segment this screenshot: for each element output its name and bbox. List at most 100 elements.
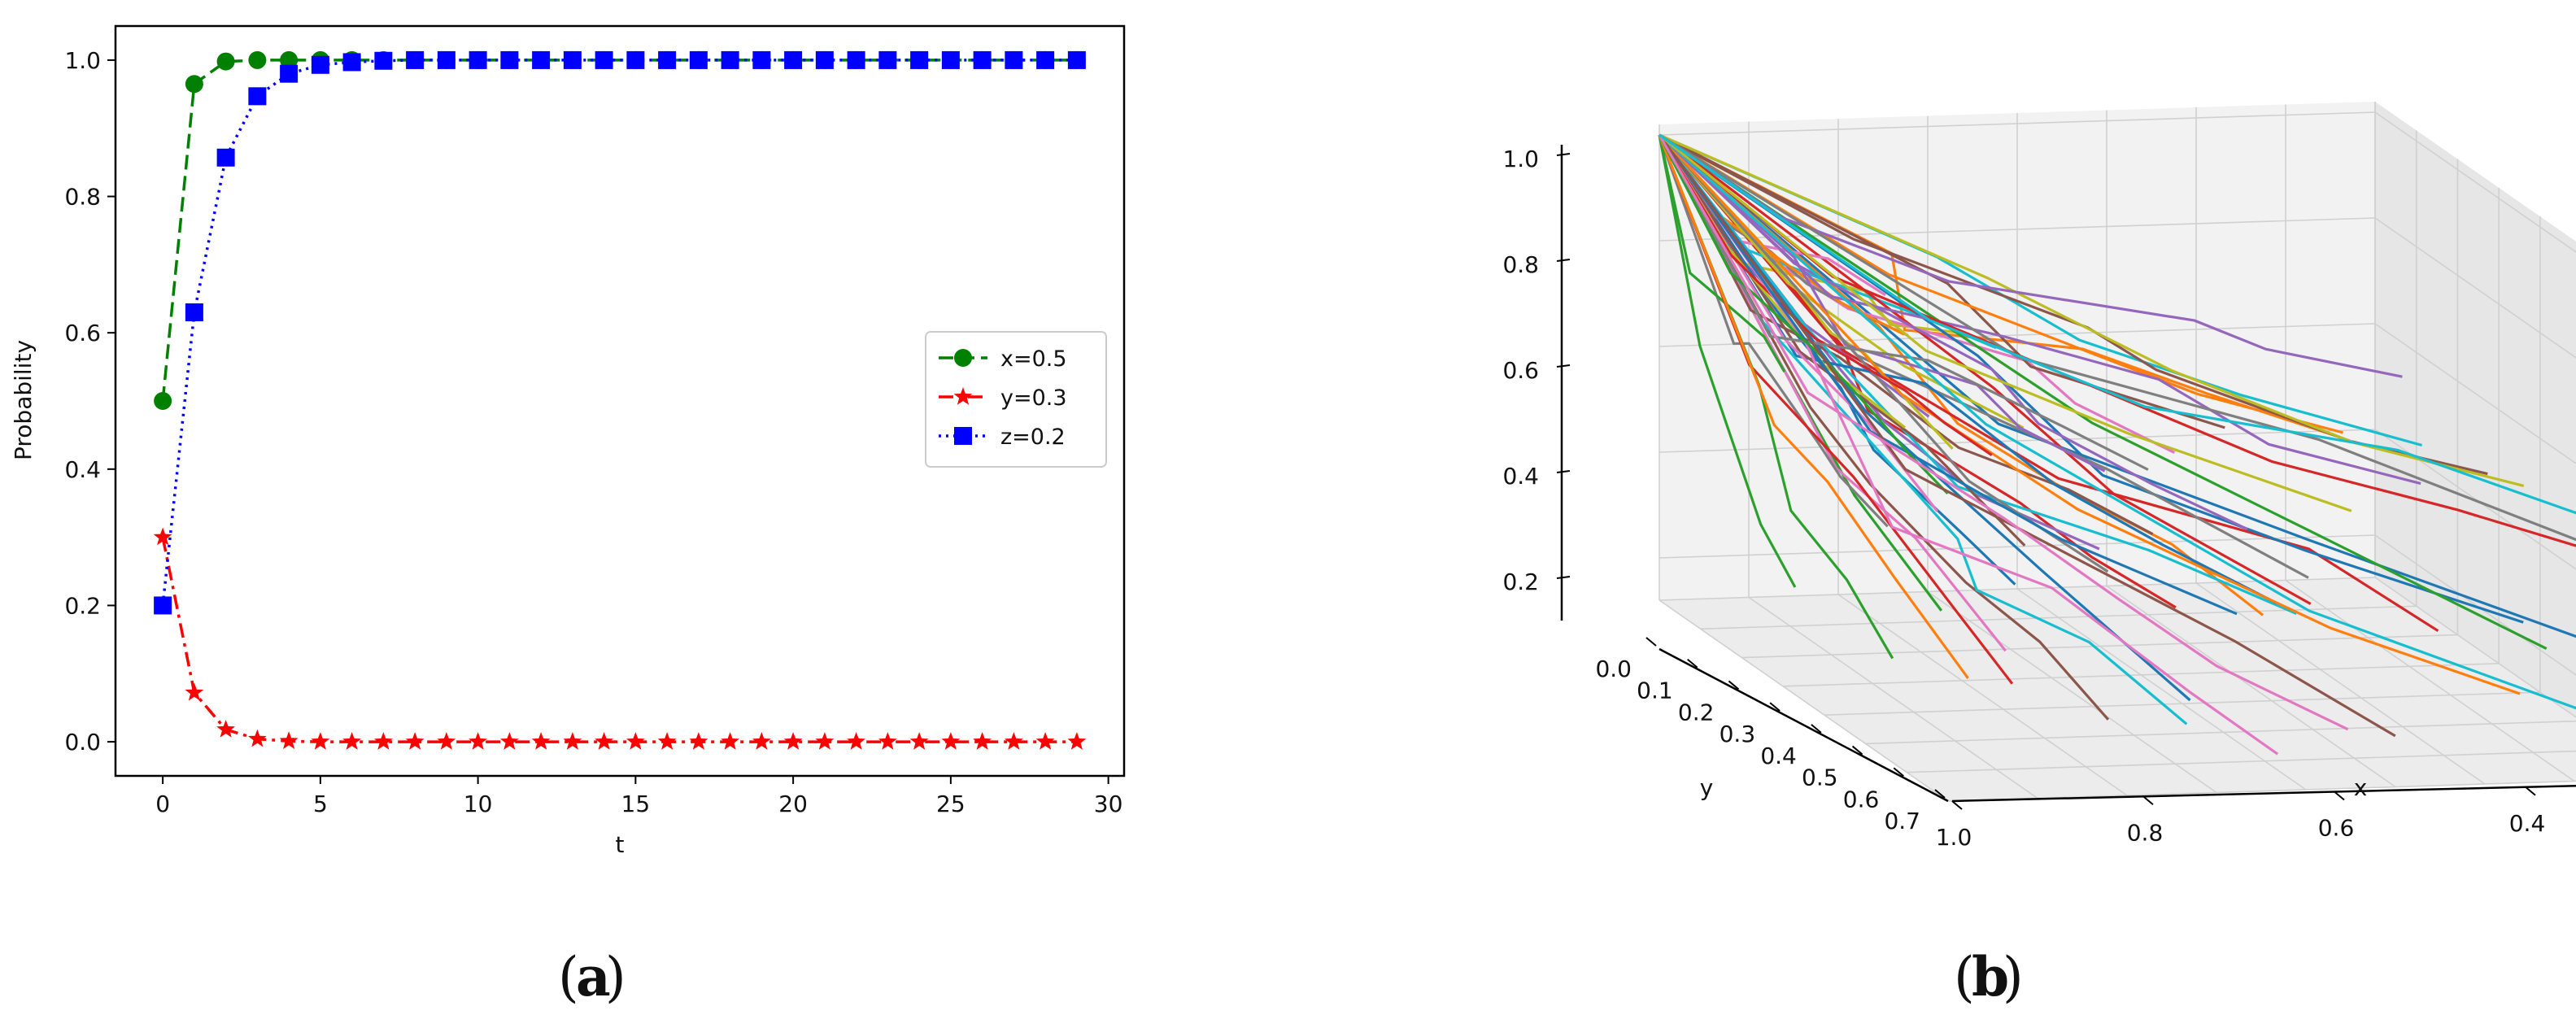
trajectory-line	[1658, 134, 2026, 547]
trajectory-line	[1658, 133, 2548, 651]
data-point-circle	[280, 50, 299, 69]
y-tick-mark	[1769, 702, 1781, 712]
x-tick-label: 0.6	[2318, 815, 2355, 842]
data-point-star	[563, 732, 582, 750]
data-point-square	[954, 427, 972, 445]
y-tick-label: 0.6	[64, 320, 101, 346]
grid-line	[2285, 579, 2575, 782]
data-point-square	[815, 50, 834, 69]
trajectory-line	[1658, 134, 2396, 738]
y-tick-label: 0.1	[1637, 677, 1673, 704]
y-tick-mark	[1645, 637, 1657, 647]
data-point-square	[280, 64, 299, 83]
data-point-square	[784, 50, 803, 69]
grid-line	[2195, 582, 2486, 785]
grid-line	[1741, 634, 2458, 659]
trajectory-line	[1658, 133, 2106, 473]
x-tick-label: 0	[155, 791, 170, 817]
x-tick-label: 5	[313, 791, 328, 817]
trajectory-line	[1658, 133, 2576, 542]
y-tick-label: 0.8	[64, 184, 101, 211]
data-point-square	[878, 50, 897, 69]
z-tick-label: 0.4	[1502, 463, 1539, 490]
y-tick-label: 1.0	[64, 47, 101, 74]
trajectory-line	[1658, 134, 2238, 616]
data-point-square	[154, 596, 172, 615]
data-point-square	[563, 50, 582, 69]
grid-line	[2374, 111, 2576, 253]
data-point-star	[311, 732, 330, 750]
y-tick-label: 0.4	[1760, 743, 1797, 769]
y-axis-line	[1658, 647, 1949, 803]
y-tick-label: 0.0	[1595, 656, 1632, 682]
data-point-star	[342, 732, 361, 750]
data-point-star	[752, 732, 771, 750]
data-point-square	[973, 50, 992, 69]
caption-b-close: )	[2003, 946, 2024, 1008]
data-point-star	[657, 732, 677, 750]
grid-line	[1907, 750, 2576, 773]
data-point-square	[248, 87, 267, 106]
y-axis-label-3d: y	[1700, 774, 1714, 801]
y-tick-mark	[1687, 658, 1698, 669]
data-point-square	[311, 55, 329, 74]
y-tick-label: 0.4	[64, 456, 101, 483]
data-point-star	[941, 732, 961, 750]
x-tick-mark	[2334, 791, 2345, 801]
back-pane-right	[2375, 102, 2576, 717]
data-point-star	[153, 527, 172, 546]
x-tick-mark	[2142, 795, 2154, 806]
data-point-square	[406, 50, 425, 69]
trajectory-line	[1658, 134, 2297, 615]
data-point-square	[941, 50, 960, 69]
trajectory-line	[1658, 133, 2439, 633]
data-point-star	[689, 732, 708, 750]
x-tick-label: 15	[621, 791, 651, 817]
grid-line	[2016, 588, 2307, 791]
data-point-star	[626, 732, 645, 750]
x-tick-label: 0.8	[2127, 819, 2164, 846]
grid-line	[1783, 663, 2500, 687]
data-point-star	[1035, 732, 1055, 750]
data-point-square	[658, 50, 677, 69]
x-tick-label: 25	[936, 791, 965, 817]
data-point-circle	[954, 349, 972, 367]
trajectory-line	[1658, 133, 2225, 429]
z-tick-mark	[1556, 364, 1571, 368]
trajectory-line	[1658, 134, 2349, 731]
data-point-star	[847, 732, 865, 750]
data-point-star	[815, 732, 835, 750]
data-point-star	[595, 732, 613, 750]
grid-line	[2106, 585, 2396, 788]
data-point-square	[216, 148, 235, 167]
trajectory-line	[1658, 133, 2352, 512]
y-tick-mark	[1934, 789, 1946, 799]
data-point-star	[405, 732, 425, 750]
trajectory-line	[1658, 133, 2524, 624]
x-tick-label: 0.4	[2509, 810, 2546, 837]
data-point-square	[721, 50, 739, 69]
grid-line	[1658, 599, 1949, 802]
z-tick-label: 0.8	[1502, 251, 1539, 278]
series-z	[154, 50, 1086, 615]
data-point-star	[721, 732, 739, 750]
data-point-star	[500, 732, 519, 750]
trajectory-line	[1658, 134, 1786, 372]
data-point-circle	[185, 75, 203, 94]
y-tick-label: 0.7	[1884, 808, 1920, 834]
z-tick-mark	[1556, 153, 1571, 156]
data-point-square	[626, 50, 645, 69]
trajectory-line	[1658, 133, 2576, 710]
data-point-star	[909, 732, 929, 750]
data-point-square	[1036, 50, 1055, 69]
grid-line	[1865, 720, 2576, 745]
data-point-star	[953, 387, 973, 405]
trajectory-line	[1658, 134, 2149, 471]
caption-a-close: )	[605, 946, 626, 1008]
trajectory-line	[1658, 134, 1889, 528]
legend: x=0.5 y=0.3 z=0.2	[925, 331, 1107, 468]
data-point-square	[437, 50, 455, 69]
data-point-square	[595, 50, 613, 69]
grid-line	[1927, 590, 2217, 794]
